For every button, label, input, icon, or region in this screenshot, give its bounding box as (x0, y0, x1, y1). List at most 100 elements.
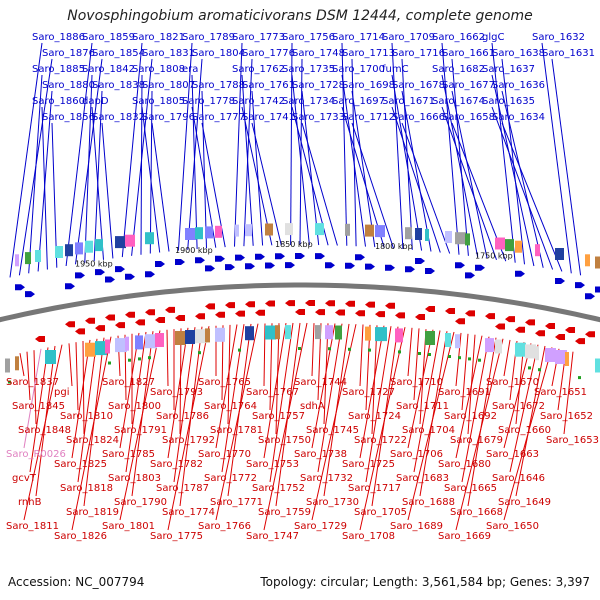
forward-gene-label[interactable]: Saro_1636 (492, 80, 545, 91)
reverse-gene-label[interactable]: Saro_1717 (348, 483, 401, 494)
reverse-gene-label[interactable]: Saro_1672 (492, 401, 545, 412)
forward-gene-label[interactable]: Saro_1838 (92, 80, 145, 91)
forward-gene-label[interactable]: Saro_1860 (32, 96, 85, 107)
forward-gene-label[interactable]: Saro_1842 (82, 64, 135, 75)
reverse-gene-label[interactable]: Saro_1782 (150, 459, 203, 470)
reverse-gene-label[interactable]: Saro_1665 (444, 483, 497, 494)
reverse-gene-label[interactable]: Saro_1825 (54, 459, 107, 470)
reverse-gene-label[interactable]: Saro_1688 (402, 497, 455, 508)
reverse-gene-label[interactable]: Saro_1772 (204, 473, 257, 484)
reverse-gene-label[interactable]: Saro_1785 (102, 449, 155, 460)
reverse-gene-label[interactable]: Saro_1729 (294, 521, 347, 532)
reverse-gene-label[interactable]: Saro_1787 (156, 483, 209, 494)
reverse-gene-label[interactable]: Saro_1818 (60, 483, 113, 494)
reverse-gene-label[interactable]: Saro_1757 (252, 411, 305, 422)
forward-gene-label[interactable]: Saro_1713 (342, 48, 395, 59)
forward-gene-label[interactable]: Saro_1677 (442, 80, 495, 91)
reverse-gene-label[interactable]: Saro_1752 (252, 483, 305, 494)
reverse-gene-label[interactable]: Saro_1771 (210, 497, 263, 508)
reverse-gene-label[interactable]: Saro_1766 (198, 521, 251, 532)
reverse-gene-label[interactable]: pgi (54, 387, 69, 398)
forward-gene-label[interactable]: Saro_1804 (192, 48, 245, 59)
reverse-gene-label[interactable]: Saro_1781 (210, 425, 263, 436)
forward-gene-label[interactable]: Saro_1808 (132, 64, 185, 75)
forward-gene-label[interactable]: Saro_1856 (42, 112, 95, 123)
reverse-gene-label[interactable]: Saro_1663 (486, 449, 539, 460)
reverse-gene-label[interactable]: Saro_1750 (258, 435, 311, 446)
reverse-gene-label[interactable]: Saro_1811 (6, 521, 59, 532)
forward-gene-label[interactable]: fumC (382, 64, 409, 75)
forward-gene-label[interactable]: Saro_1638 (492, 48, 545, 59)
forward-gene-label[interactable]: Saro_1776 (242, 48, 295, 59)
forward-gene-label[interactable]: Saro_1831 (142, 48, 195, 59)
reverse-gene-label[interactable]: Saro_1711 (396, 401, 449, 412)
reverse-gene-label[interactable]: Saro_1803 (108, 473, 161, 484)
reverse-gene-label[interactable]: Saro_1819 (66, 507, 119, 518)
reverse-gene-label[interactable]: Saro_1747 (246, 531, 299, 542)
reverse-gene-label[interactable]: Saro_1732 (300, 473, 353, 484)
forward-gene-label[interactable]: dapD (82, 96, 109, 107)
forward-gene-label[interactable]: Saro_1742 (232, 96, 285, 107)
reverse-gene-label[interactable]: Saro_1753 (246, 459, 299, 470)
reverse-gene-label[interactable]: Saro_1759 (258, 507, 311, 518)
forward-gene-label[interactable]: Saro_1674 (432, 96, 485, 107)
forward-gene-label[interactable]: Saro_1876 (42, 48, 95, 59)
reverse-gene-label[interactable]: Saro_1790 (114, 497, 167, 508)
reverse-gene-label[interactable]: Saro_1683 (396, 473, 449, 484)
forward-gene-label[interactable]: Saro_1678 (392, 80, 445, 91)
forward-gene-label[interactable]: Saro_1634 (492, 112, 545, 123)
forward-gene-label[interactable]: Saro_1805 (132, 96, 185, 107)
reverse-gene-label[interactable]: Saro_1827 (102, 377, 155, 388)
reverse-gene-label[interactable]: sdhA (300, 401, 325, 412)
reverse-gene-label[interactable]: Saro_1791 (114, 425, 167, 436)
reverse-gene-label[interactable]: Saro_1689 (390, 521, 443, 532)
forward-gene-label[interactable]: Saro_1728 (292, 80, 345, 91)
forward-gene-label[interactable]: Saro_1671 (382, 96, 435, 107)
reverse-gene-label[interactable]: Saro_1680 (438, 459, 491, 470)
reverse-gene-label[interactable]: Saro_1652 (540, 411, 593, 422)
forward-gene-label[interactable]: Saro_1662 (432, 32, 485, 43)
forward-gene-label[interactable]: Saro_1709 (382, 32, 435, 43)
reverse-gene-label[interactable]: Saro_1710 (390, 377, 443, 388)
forward-gene-label[interactable]: Saro_1756 (282, 32, 335, 43)
reverse-gene-label[interactable]: Saro_1801 (102, 521, 155, 532)
reverse-gene-label[interactable]: Saro_1730 (306, 497, 359, 508)
forward-gene-label[interactable]: Saro_1682 (432, 64, 485, 75)
forward-gene-label[interactable]: Saro_1712 (342, 112, 395, 123)
reverse-gene-label[interactable]: Saro_1792 (162, 435, 215, 446)
reverse-gene-label[interactable]: Saro_1738 (294, 449, 347, 460)
reverse-gene-label[interactable]: Saro_1708 (342, 531, 395, 542)
reverse-gene-label[interactable]: Saro_1744 (294, 377, 347, 388)
reverse-gene-label[interactable]: Saro_1837 (6, 377, 59, 388)
reverse-gene-label[interactable]: Saro_1660 (498, 425, 551, 436)
forward-gene-label[interactable]: Saro_1714 (332, 32, 385, 43)
reverse-gene-label[interactable]: Saro_1724 (348, 411, 401, 422)
reverse-gene-label[interactable]: Saro_1826 (54, 531, 107, 542)
reverse-gene-label[interactable]: Saro_1650 (486, 521, 539, 532)
reverse-gene-label[interactable]: Saro_1745 (306, 425, 359, 436)
forward-gene-label[interactable]: Saro_1632 (532, 32, 585, 43)
reverse-gene-label[interactable]: Saro_1669 (438, 531, 491, 542)
forward-gene-label[interactable]: Saro_1698 (342, 80, 395, 91)
reverse-gene-label[interactable]: Saro_R0026 (6, 449, 66, 460)
forward-gene-label[interactable]: Saro_1735 (282, 64, 335, 75)
forward-gene-label[interactable]: Saro_1661 (442, 48, 495, 59)
forward-gene-label[interactable]: Saro_1697 (332, 96, 385, 107)
forward-gene-label[interactable]: Saro_1631 (542, 48, 595, 59)
reverse-gene-label[interactable]: Saro_1692 (444, 411, 497, 422)
reverse-gene-label[interactable]: Saro_1725 (342, 459, 395, 470)
forward-gene-label[interactable]: Saro_1761 (242, 80, 295, 91)
reverse-gene-label[interactable]: Saro_1722 (354, 435, 407, 446)
forward-gene-label[interactable]: Saro_1832 (92, 112, 145, 123)
reverse-gene-label[interactable]: Saro_1800 (108, 401, 161, 412)
reverse-gene-label[interactable]: gcvT (12, 473, 37, 484)
forward-gene-label[interactable]: Saro_1796 (142, 112, 195, 123)
reverse-gene-label[interactable]: Saro_1775 (150, 531, 203, 542)
reverse-gene-label[interactable]: Saro_1704 (402, 425, 455, 436)
reverse-gene-label[interactable]: Saro_1764 (204, 401, 257, 412)
forward-gene-label[interactable]: Saro_1748 (292, 48, 345, 59)
reverse-gene-label[interactable]: Saro_1727 (342, 387, 395, 398)
reverse-gene-label[interactable]: Saro_1845 (12, 401, 65, 412)
reverse-gene-label[interactable]: Saro_1765 (198, 377, 251, 388)
forward-gene-label[interactable]: Saro_1789 (182, 32, 235, 43)
